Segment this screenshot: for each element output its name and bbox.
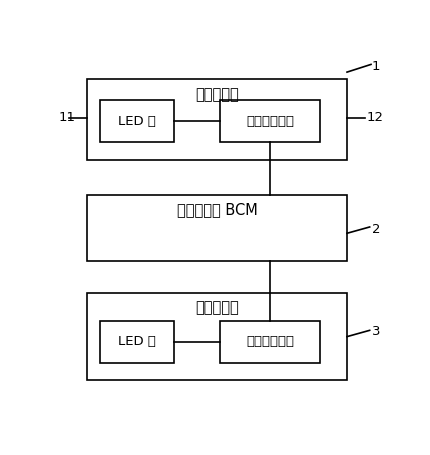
Text: 前屏灯总成: 前屏灯总成 (195, 87, 239, 102)
Bar (87, 293, 347, 380)
Text: 后屏灯控制器: 后屏灯控制器 (246, 335, 295, 349)
Text: 2: 2 (372, 223, 381, 236)
Bar (220, 321, 320, 363)
Text: 后屏灯总成: 后屏灯总成 (195, 301, 239, 316)
Bar (87, 195, 347, 261)
Text: 前屏灯控制器: 前屏灯控制器 (246, 115, 295, 128)
Text: 11: 11 (59, 111, 76, 124)
Text: 3: 3 (372, 325, 381, 338)
Text: 12: 12 (367, 111, 384, 124)
Text: LED 灯: LED 灯 (118, 115, 156, 128)
Bar (220, 100, 320, 142)
Bar (101, 321, 174, 363)
Bar (87, 79, 347, 160)
Text: LED 灯: LED 灯 (118, 335, 156, 349)
Text: 车身控制器 BCM: 车身控制器 BCM (177, 202, 258, 217)
Text: 1: 1 (372, 61, 381, 73)
Bar (101, 100, 174, 142)
